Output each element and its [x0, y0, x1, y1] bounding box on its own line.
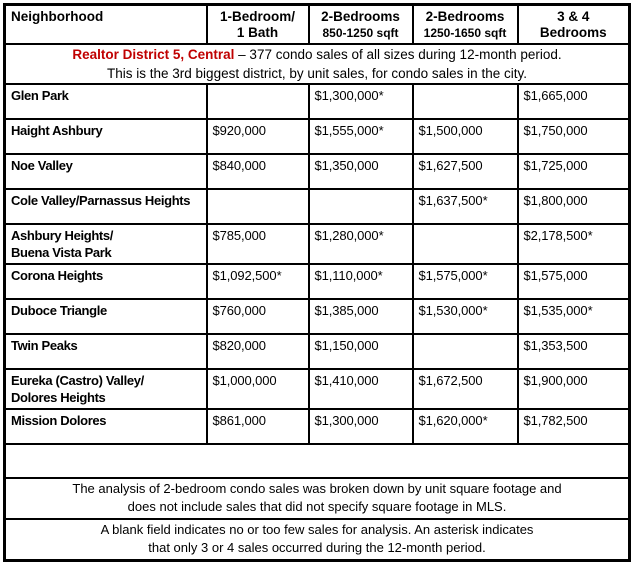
- price-cell: $1,110,000*: [307, 263, 414, 300]
- district-banner-row: Realtor District 5, Central – 377 condo …: [3, 43, 631, 85]
- neighborhood-name: Duboce Triangle: [3, 298, 208, 335]
- footnote-row: A blank field indicates no or too few sa…: [3, 518, 631, 562]
- column-header-label: 1-Bedroom/: [219, 9, 295, 24]
- price-cell: $1,353,500: [516, 333, 631, 370]
- price-cell: $785,000: [205, 223, 310, 265]
- price-cell: $1,350,000: [307, 153, 414, 190]
- district-title: Realtor District 5, Central: [72, 47, 235, 62]
- table-row: Noe Valley $840,000 $1,350,000 $1,627,50…: [3, 153, 631, 190]
- neighborhood-name: Ashbury Heights/Buena Vista Park: [3, 223, 208, 265]
- column-header-2bedrooms-large: 2-Bedrooms 1250-1650 sqft: [411, 3, 519, 45]
- price-cell: $760,000: [205, 298, 310, 335]
- price-cell: $840,000: [205, 153, 310, 190]
- price-cell: $1,385,000: [307, 298, 414, 335]
- condo-sales-table: Neighborhood 1-Bedroom/ 1 Bath 2-Bedroom…: [3, 3, 631, 562]
- table-row: Corona Heights $1,092,500* $1,110,000* $…: [3, 263, 631, 300]
- table-row: Duboce Triangle $760,000 $1,385,000 $1,5…: [3, 298, 631, 335]
- price-cell: $1,280,000*: [307, 223, 414, 265]
- table-header-row: Neighborhood 1-Bedroom/ 1 Bath 2-Bedroom…: [3, 3, 631, 45]
- price-cell: $1,300,000: [307, 408, 414, 445]
- price-cell: $1,627,500: [411, 153, 519, 190]
- table-row: Twin Peaks $820,000 $1,150,000 $1,353,50…: [3, 333, 631, 370]
- price-cell: $920,000: [205, 118, 310, 155]
- price-cell: $1,575,000: [516, 263, 631, 300]
- price-cell: $1,782,500: [516, 408, 631, 445]
- column-header-sublabel: 1250-1650 sqft: [423, 26, 507, 40]
- table-row: Eureka (Castro) Valley/Dolores Heights $…: [3, 368, 631, 410]
- neighborhood-name: Eureka (Castro) Valley/Dolores Heights: [3, 368, 208, 410]
- price-cell: [205, 83, 310, 120]
- price-cell: $1,092,500*: [205, 263, 310, 300]
- price-cell: [205, 188, 310, 225]
- column-header-label: 2-Bedrooms: [321, 9, 400, 24]
- price-cell: $861,000: [205, 408, 310, 445]
- column-header-1bedroom: 1-Bedroom/ 1 Bath: [205, 3, 310, 45]
- district-banner-line2: This is the 3rd biggest district, by uni…: [107, 66, 527, 81]
- price-cell: [307, 188, 414, 225]
- price-cell: $1,725,000: [516, 153, 631, 190]
- neighborhood-name: Corona Heights: [3, 263, 208, 300]
- price-cell: [411, 333, 519, 370]
- district-banner-line1: Realtor District 5, Central – 377 condo …: [10, 46, 624, 64]
- price-cell: $1,672,500: [411, 368, 519, 410]
- column-header-3-4-bedrooms: 3 & 4 Bedrooms: [516, 3, 631, 45]
- price-cell: [411, 223, 519, 265]
- price-cell: $1,800,000: [516, 188, 631, 225]
- price-cell: [411, 83, 519, 120]
- district-banner: Realtor District 5, Central – 377 condo …: [3, 43, 631, 85]
- column-header-2bedrooms-small: 2-Bedrooms 850-1250 sqft: [307, 3, 414, 45]
- price-cell: $1,900,000: [516, 368, 631, 410]
- district-summary: – 377 condo sales of all sizes during 12…: [234, 47, 562, 62]
- table-row: Haight Ashbury $920,000 $1,555,000* $1,5…: [3, 118, 631, 155]
- column-header-neighborhood: Neighborhood: [3, 3, 208, 45]
- table-row: Mission Dolores $861,000 $1,300,000 $1,6…: [3, 408, 631, 445]
- spacer-cell: [3, 443, 631, 479]
- price-cell: $1,575,000*: [411, 263, 519, 300]
- neighborhood-name: Twin Peaks: [3, 333, 208, 370]
- price-cell: $1,535,000*: [516, 298, 631, 335]
- footnote-row: The analysis of 2-bedroom condo sales wa…: [3, 477, 631, 520]
- neighborhood-name: Glen Park: [3, 83, 208, 120]
- price-cell: $1,500,000: [411, 118, 519, 155]
- neighborhood-name: Noe Valley: [3, 153, 208, 190]
- price-cell: $1,000,000: [205, 368, 310, 410]
- footnote-legend: A blank field indicates no or too few sa…: [3, 518, 631, 562]
- neighborhood-name: Cole Valley/Parnassus Heights: [3, 188, 208, 225]
- column-header-sublabel: 850-1250 sqft: [322, 26, 399, 40]
- price-cell: $1,637,500*: [411, 188, 519, 225]
- table-row: Cole Valley/Parnassus Heights $1,637,500…: [3, 188, 631, 225]
- price-cell: $1,620,000*: [411, 408, 519, 445]
- neighborhood-name: Haight Ashbury: [3, 118, 208, 155]
- spacer-row: [3, 443, 631, 479]
- price-cell: $2,178,500*: [516, 223, 631, 265]
- neighborhood-name: Mission Dolores: [3, 408, 208, 445]
- price-cell: $1,300,000*: [307, 83, 414, 120]
- column-header-label: 2-Bedrooms: [425, 9, 505, 24]
- price-cell: $1,410,000: [307, 368, 414, 410]
- price-cell: $1,530,000*: [411, 298, 519, 335]
- price-cell: $1,150,000: [307, 333, 414, 370]
- footnote-methodology: The analysis of 2-bedroom condo sales wa…: [3, 477, 631, 520]
- price-cell: $1,665,000: [516, 83, 631, 120]
- table-row: Ashbury Heights/Buena Vista Park $785,00…: [3, 223, 631, 265]
- price-cell: $1,555,000*: [307, 118, 414, 155]
- column-header-sublabel: 1 Bath: [236, 25, 279, 40]
- price-cell: $1,750,000: [516, 118, 631, 155]
- price-cell: $820,000: [205, 333, 310, 370]
- table-row: Glen Park $1,300,000* $1,665,000: [3, 83, 631, 120]
